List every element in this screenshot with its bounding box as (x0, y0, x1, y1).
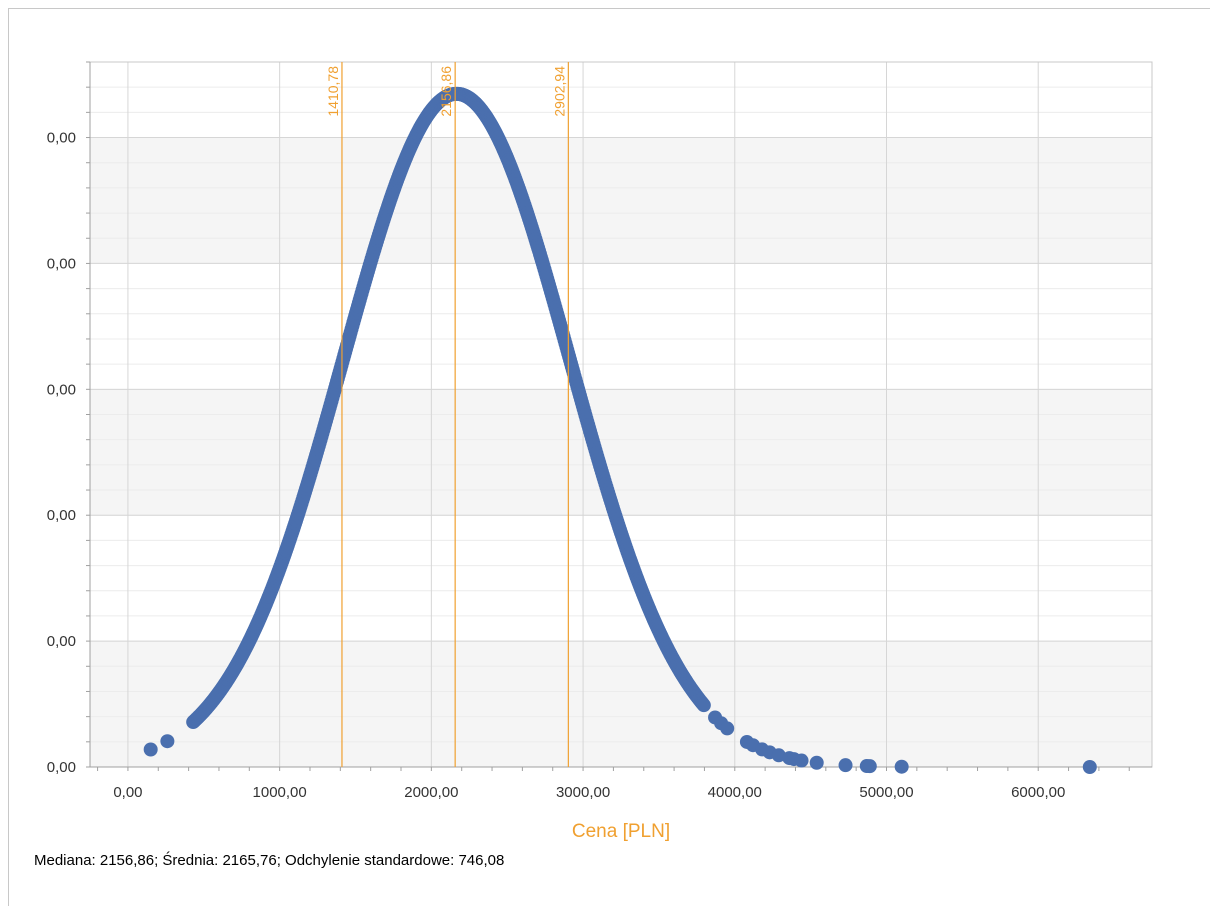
x-tick-label: 0,00 (113, 784, 142, 801)
data-point (696, 698, 711, 713)
data-point (838, 758, 853, 773)
plot-band (90, 137, 1152, 264)
plot-band (90, 641, 1152, 767)
reference-line-label: 1410,78 (325, 66, 341, 117)
reference-line-label: 2156,86 (438, 66, 454, 117)
data-point (143, 742, 158, 757)
x-tick-label: 3000,00 (556, 784, 610, 801)
data-point (894, 759, 909, 774)
y-tick-label: 0,00 (47, 633, 76, 650)
y-tick-label: 0,00 (47, 507, 76, 524)
plot-band (90, 389, 1152, 516)
x-tick-label: 4000,00 (708, 784, 762, 801)
y-tick-label: 0,00 (47, 759, 76, 776)
x-tick-label: 2000,00 (404, 784, 458, 801)
data-point (794, 753, 809, 768)
data-point (809, 755, 824, 770)
x-axis-title: Cena [PLN] (572, 821, 670, 842)
statistics-summary: Mediana: 2156,86; Średnia: 2165,76; Odch… (34, 852, 505, 869)
x-tick-label: 1000,00 (253, 784, 307, 801)
data-point (862, 759, 877, 774)
y-tick-label: 0,00 (47, 381, 76, 398)
reference-line-label: 2902,94 (551, 66, 567, 117)
x-tick-label: 5000,00 (859, 784, 913, 801)
y-tick-label: 0,00 (47, 130, 76, 147)
chart-frame (8, 8, 1210, 906)
data-point (1082, 759, 1097, 774)
data-point (160, 734, 175, 749)
data-point (720, 721, 735, 736)
x-tick-label: 6000,00 (1011, 784, 1065, 801)
y-tick-label: 0,00 (47, 255, 76, 272)
data-point (771, 748, 786, 763)
